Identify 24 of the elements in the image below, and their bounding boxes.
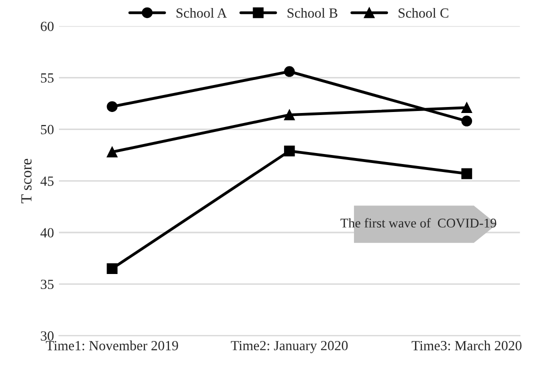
point bbox=[461, 116, 472, 126]
point bbox=[284, 146, 295, 156]
point bbox=[106, 101, 118, 112]
legend-label: School C bbox=[398, 8, 448, 18]
x-tick-label: Time3: March 2020 bbox=[412, 340, 522, 350]
y-tick-label: 60 bbox=[40, 22, 54, 32]
x-tick-label: Time2: January 2020 bbox=[230, 340, 348, 354]
legend-label: School B bbox=[288, 8, 338, 18]
y-tick-label: 35 bbox=[40, 280, 54, 290]
point bbox=[461, 102, 472, 114]
y-tick-label: 50 bbox=[41, 124, 54, 134]
point bbox=[461, 168, 472, 180]
point bbox=[284, 66, 295, 77]
y-tick-label: 40 bbox=[40, 228, 54, 238]
x-tick-label: Time1: November 2019 bbox=[46, 340, 178, 350]
point bbox=[106, 146, 118, 158]
y-tick-label: 45 bbox=[40, 176, 54, 186]
y-tick-label: 30 bbox=[40, 331, 54, 341]
y-tick-label: 55 bbox=[41, 73, 54, 83]
y-axis-title: T score bbox=[21, 158, 32, 204]
point bbox=[106, 263, 118, 274]
legend-label: School A bbox=[176, 8, 227, 18]
annotation: The first wave of COVID-19 bbox=[340, 218, 496, 228]
point bbox=[284, 109, 295, 120]
